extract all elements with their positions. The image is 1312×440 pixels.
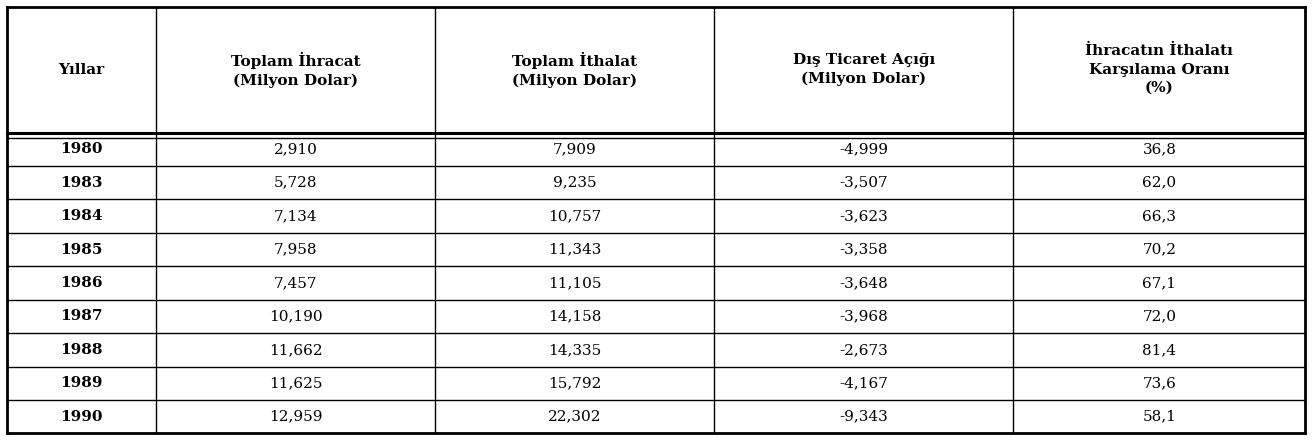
Text: 1989: 1989 [60, 376, 102, 390]
Text: 11,343: 11,343 [548, 242, 601, 257]
Text: -3,358: -3,358 [840, 242, 888, 257]
Text: 72,0: 72,0 [1143, 309, 1177, 323]
Text: 62,0: 62,0 [1143, 176, 1177, 190]
Text: -3,648: -3,648 [840, 276, 888, 290]
Text: 7,457: 7,457 [274, 276, 318, 290]
Text: 81,4: 81,4 [1143, 343, 1177, 357]
Text: 11,105: 11,105 [548, 276, 602, 290]
Text: -3,623: -3,623 [840, 209, 888, 223]
Text: 15,792: 15,792 [548, 376, 601, 390]
Text: 14,335: 14,335 [548, 343, 601, 357]
Text: -3,507: -3,507 [840, 176, 888, 190]
Text: 66,3: 66,3 [1143, 209, 1177, 223]
Text: 73,6: 73,6 [1143, 376, 1177, 390]
Text: -3,968: -3,968 [840, 309, 888, 323]
Text: -4,999: -4,999 [840, 142, 888, 156]
Text: Toplam İhracat
(Milyon Dolar): Toplam İhracat (Milyon Dolar) [231, 51, 361, 88]
Text: Dış Ticaret Açığı
(Milyon Dolar): Dış Ticaret Açığı (Milyon Dolar) [792, 53, 935, 86]
Text: 1980: 1980 [60, 142, 102, 156]
Text: -4,167: -4,167 [840, 376, 888, 390]
Text: 10,190: 10,190 [269, 309, 323, 323]
Text: İhracatın İthalatı
Karşılama Oranı
(%): İhracatın İthalatı Karşılama Oranı (%) [1085, 44, 1233, 95]
Text: 11,625: 11,625 [269, 376, 323, 390]
Text: 7,134: 7,134 [274, 209, 318, 223]
Text: 1987: 1987 [60, 309, 102, 323]
Text: 1983: 1983 [60, 176, 102, 190]
Text: Toplam İthalat
(Milyon Dolar): Toplam İthalat (Milyon Dolar) [512, 51, 638, 88]
Text: 67,1: 67,1 [1143, 276, 1177, 290]
Text: 11,662: 11,662 [269, 343, 323, 357]
Text: 58,1: 58,1 [1143, 410, 1177, 424]
Text: 9,235: 9,235 [552, 176, 597, 190]
Text: 12,959: 12,959 [269, 410, 323, 424]
Text: 1984: 1984 [60, 209, 102, 223]
Text: -2,673: -2,673 [840, 343, 888, 357]
Text: 2,910: 2,910 [274, 142, 318, 156]
Text: 1986: 1986 [60, 276, 102, 290]
Text: Yıllar: Yıllar [58, 62, 105, 77]
Text: 7,958: 7,958 [274, 242, 318, 257]
Text: 22,302: 22,302 [548, 410, 602, 424]
Text: -9,343: -9,343 [840, 410, 888, 424]
Text: 70,2: 70,2 [1143, 242, 1177, 257]
Text: 1990: 1990 [60, 410, 102, 424]
Text: 36,8: 36,8 [1143, 142, 1177, 156]
Text: 1985: 1985 [60, 242, 102, 257]
Text: 10,757: 10,757 [548, 209, 601, 223]
Text: 1988: 1988 [60, 343, 102, 357]
Text: 14,158: 14,158 [548, 309, 601, 323]
Text: 7,909: 7,909 [552, 142, 597, 156]
Text: 5,728: 5,728 [274, 176, 318, 190]
